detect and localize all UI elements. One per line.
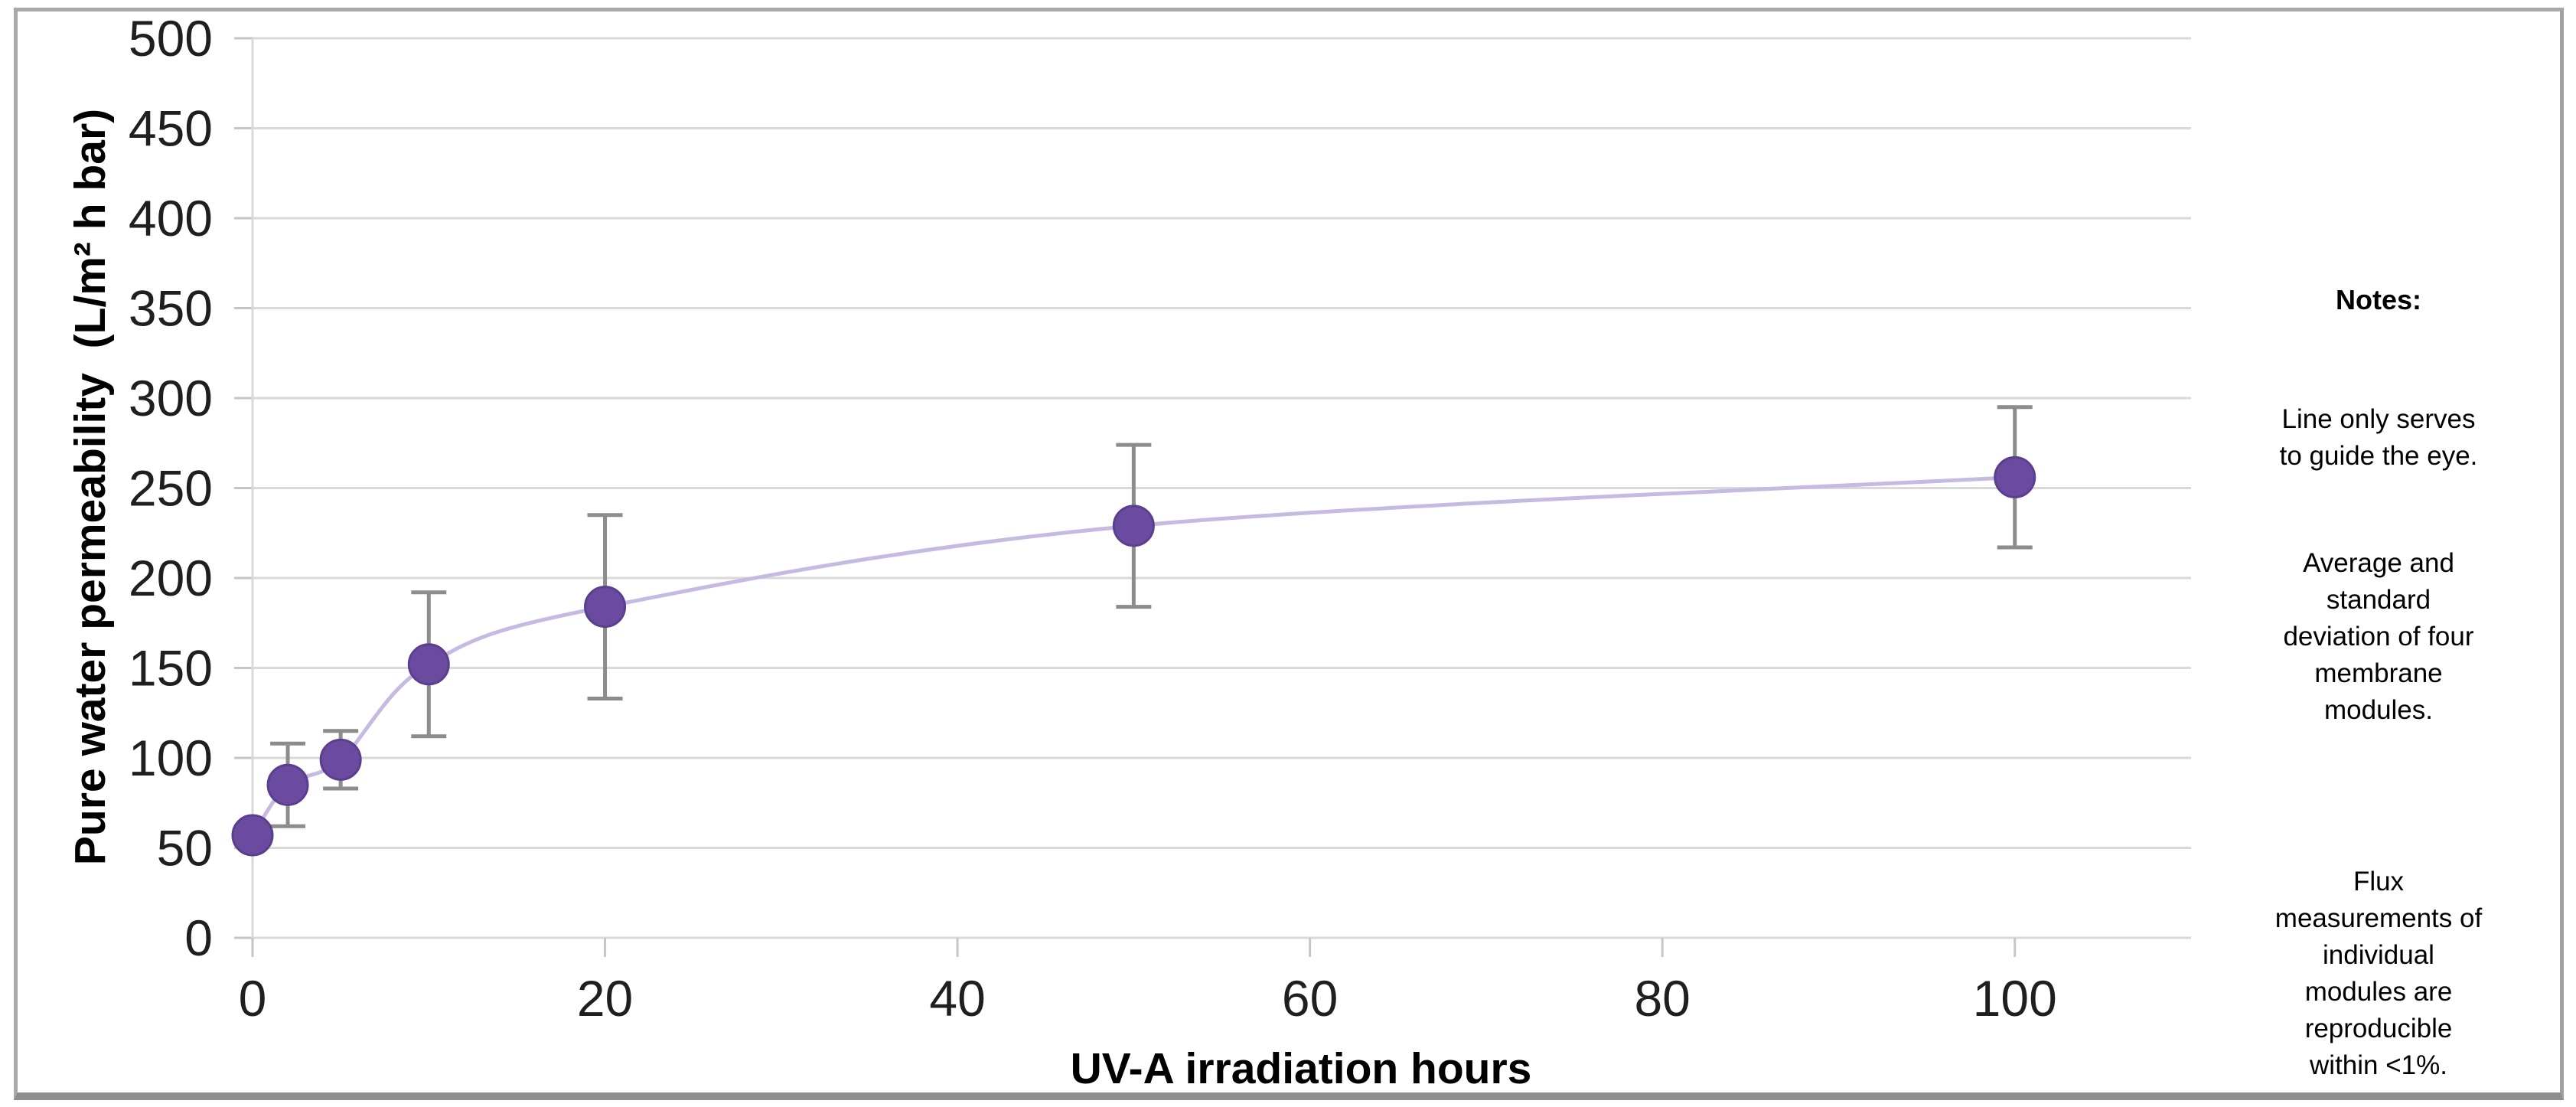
y-tick-label: 100 xyxy=(129,730,213,786)
data-point xyxy=(1112,505,1155,547)
x-tick-label: 80 xyxy=(1634,970,1690,1027)
x-tick-label: 60 xyxy=(1282,970,1338,1027)
y-tick-label: 150 xyxy=(129,640,213,697)
y-tick-label: 0 xyxy=(184,909,213,966)
data-point xyxy=(231,814,274,857)
data-point xyxy=(319,738,362,781)
data-point xyxy=(584,586,627,629)
y-axis-title: Pure water permeability (L/m² h bar) xyxy=(66,108,115,866)
y-tick-label: 400 xyxy=(129,190,213,247)
x-tick-label: 0 xyxy=(239,970,267,1027)
y-tick-label: 350 xyxy=(129,280,213,337)
y-tick-label: 300 xyxy=(129,370,213,426)
x-tick-label: 20 xyxy=(577,970,633,1027)
x-tick-label: 100 xyxy=(1973,970,2057,1027)
notes-title: Notes: xyxy=(2335,284,2421,315)
y-tick-label: 500 xyxy=(129,10,213,67)
data-point xyxy=(266,763,309,806)
y-tick-label: 200 xyxy=(129,550,213,606)
x-axis-title: UV-A irradiation hours xyxy=(1070,1044,1532,1093)
notes-panel: Notes: Line only serves to guide the eye… xyxy=(2210,245,2547,1107)
note-item: Average and standard deviation of four m… xyxy=(2283,548,2474,725)
data-point xyxy=(1994,456,2036,498)
data-point xyxy=(407,643,450,686)
x-tick-label: 40 xyxy=(929,970,985,1027)
y-tick-label: 250 xyxy=(129,460,213,517)
note-item: Flux measurements of individual modules … xyxy=(2274,867,2483,1080)
note-item: Line only serves to guide the eye. xyxy=(2279,404,2478,471)
y-tick-label: 50 xyxy=(157,820,213,877)
y-tick-label: 450 xyxy=(129,100,213,157)
